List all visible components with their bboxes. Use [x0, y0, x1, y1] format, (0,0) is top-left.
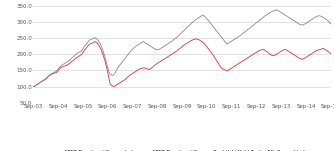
FTSE Developed Europe Index: [225, 70, 229, 72]
FTSE Developed Europe Qual Vol / Yield Factor 5% Capped Index: [328, 22, 332, 23]
FTSE Developed Europe Index: [70, 61, 74, 62]
FTSE Developed Europe Index: [328, 52, 332, 54]
FTSE Developed Europe Qual Vol / Yield Factor 5% Capped Index: [224, 42, 228, 44]
FTSE Developed Europe Qual Vol / Yield Factor 5% Capped Index: [70, 57, 74, 59]
FTSE Developed Europe Qual Vol / Yield Factor 5% Capped Index: [162, 45, 166, 47]
Line: FTSE Developed Europe Index: FTSE Developed Europe Index: [33, 39, 331, 87]
Legend: FTSE Developed Europe Index, FTSE Developed Europe Qual Vol / Yield Factor 5% Ca: FTSE Developed Europe Index, FTSE Develo…: [51, 148, 313, 151]
FTSE Developed Europe Index: [162, 58, 166, 60]
FTSE Developed Europe Qual Vol / Yield Factor 5% Capped Index: [329, 23, 333, 25]
FTSE Developed Europe Index: [31, 86, 35, 87]
FTSE Developed Europe Qual Vol / Yield Factor 5% Capped Index: [55, 69, 59, 71]
FTSE Developed Europe Qual Vol / Yield Factor 5% Capped Index: [31, 86, 35, 87]
FTSE Developed Europe Qual Vol / Yield Factor 5% Capped Index: [291, 19, 295, 21]
FTSE Developed Europe Index: [329, 53, 333, 55]
FTSE Developed Europe Index: [194, 38, 198, 40]
FTSE Developed Europe Qual Vol / Yield Factor 5% Capped Index: [274, 9, 278, 11]
FTSE Developed Europe Index: [291, 53, 295, 55]
Line: FTSE Developed Europe Qual Vol / Yield Factor 5% Capped Index: FTSE Developed Europe Qual Vol / Yield F…: [33, 10, 331, 87]
FTSE Developed Europe Index: [55, 70, 59, 72]
